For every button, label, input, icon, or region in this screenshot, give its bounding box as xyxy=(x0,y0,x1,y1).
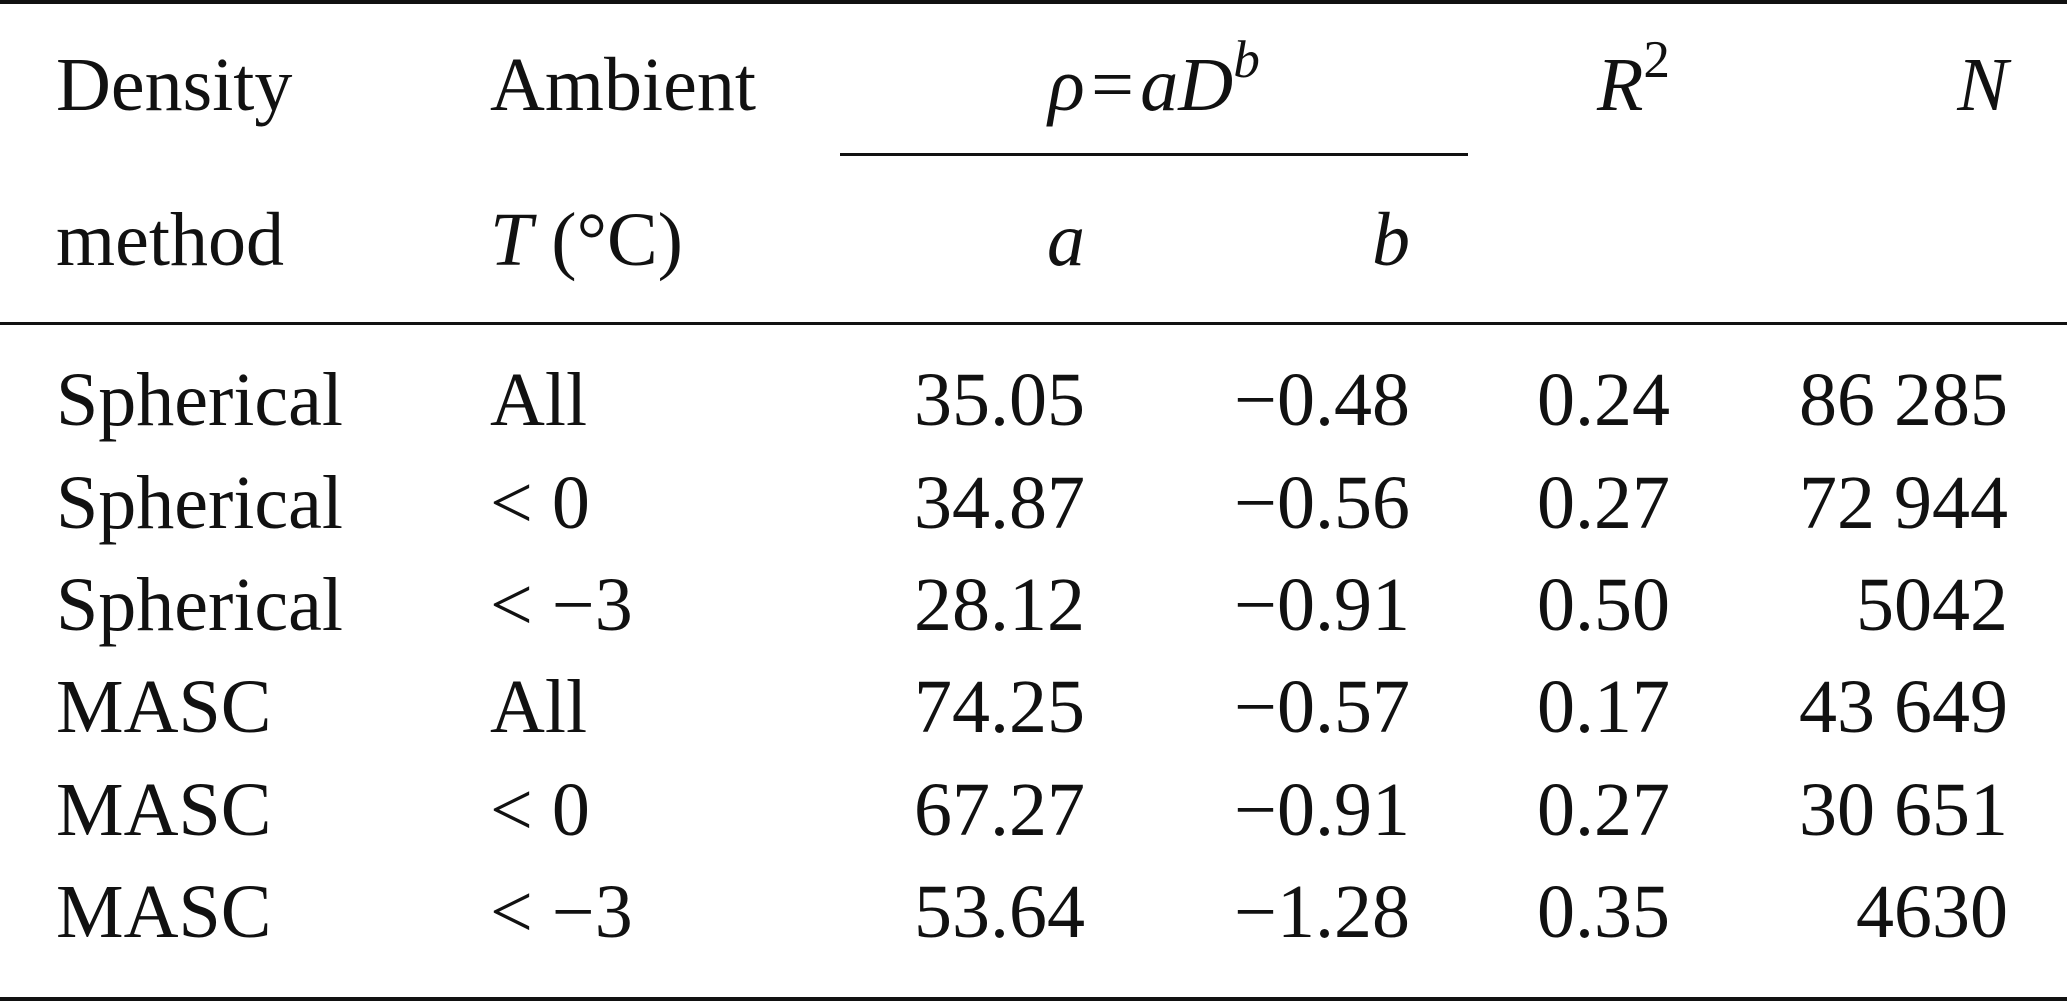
cell-temp: < −3 xyxy=(490,563,633,647)
formula-exponent-b: b xyxy=(1233,30,1260,90)
header-n: N xyxy=(1957,43,2008,127)
cell-n: 86 285 xyxy=(1799,358,2008,442)
header-temperature: T (°C) xyxy=(490,195,820,285)
cell-r2: 0.27 xyxy=(1537,768,1670,852)
formula-a: a xyxy=(1140,43,1179,127)
cell-b: −0.91 xyxy=(1234,768,1410,852)
cell-r2: 0.24 xyxy=(1537,358,1670,442)
cell-temp: All xyxy=(490,358,588,442)
cell-a: 28.12 xyxy=(914,563,1085,647)
formula-equals: = xyxy=(1091,43,1134,127)
header-density: Density xyxy=(56,43,293,127)
temperature-var: T xyxy=(490,198,533,282)
cell-n: 43 649 xyxy=(1799,665,2008,749)
cell-n: 4630 xyxy=(1856,870,2008,954)
cell-method: Spherical xyxy=(56,461,344,545)
formula-D: D xyxy=(1178,43,1234,127)
cell-a: 67.27 xyxy=(914,768,1085,852)
cell-method: MASC xyxy=(56,870,272,954)
cell-temp: < −3 xyxy=(490,870,633,954)
cell-r2: 0.50 xyxy=(1537,563,1670,647)
formula-rho: ρ xyxy=(1048,43,1085,127)
mid-rule xyxy=(0,322,2067,325)
cell-a: 53.64 xyxy=(914,870,1085,954)
cell-b: −1.28 xyxy=(1234,870,1410,954)
cell-r2: 0.17 xyxy=(1537,665,1670,749)
cell-a: 34.87 xyxy=(914,461,1085,545)
cell-method: MASC xyxy=(56,768,272,852)
header-b: b xyxy=(1372,198,1410,282)
cell-n: 5042 xyxy=(1856,563,2008,647)
r2-base: R xyxy=(1596,43,1644,127)
cell-b: −0.48 xyxy=(1234,358,1410,442)
cell-r2: 0.35 xyxy=(1537,870,1670,954)
cell-b: −0.56 xyxy=(1234,461,1410,545)
header-fit-formula: ρ = aDb xyxy=(840,33,1468,130)
header-r-squared: R2 xyxy=(1440,33,1670,130)
cell-temp: < 0 xyxy=(490,461,590,545)
header-a: a xyxy=(1047,198,1085,282)
cell-method: MASC xyxy=(56,665,272,749)
temperature-unit: (°C) xyxy=(551,198,683,282)
bottom-rule xyxy=(0,997,2067,1001)
cell-method: Spherical xyxy=(56,358,344,442)
header-ambient: Ambient xyxy=(490,43,756,127)
top-rule xyxy=(0,0,2067,4)
cell-method: Spherical xyxy=(56,563,344,647)
cell-temp: All xyxy=(490,665,588,749)
r2-exponent: 2 xyxy=(1643,30,1670,90)
formula-span-rule xyxy=(840,153,1468,156)
cell-n: 30 651 xyxy=(1799,768,2008,852)
header-method: method xyxy=(56,198,284,282)
cell-r2: 0.27 xyxy=(1537,461,1670,545)
cell-a: 35.05 xyxy=(914,358,1085,442)
cell-b: −0.57 xyxy=(1234,665,1410,749)
cell-temp: < 0 xyxy=(490,768,590,852)
cell-a: 74.25 xyxy=(914,665,1085,749)
cell-b: −0.91 xyxy=(1234,563,1410,647)
cell-n: 72 944 xyxy=(1799,461,2008,545)
